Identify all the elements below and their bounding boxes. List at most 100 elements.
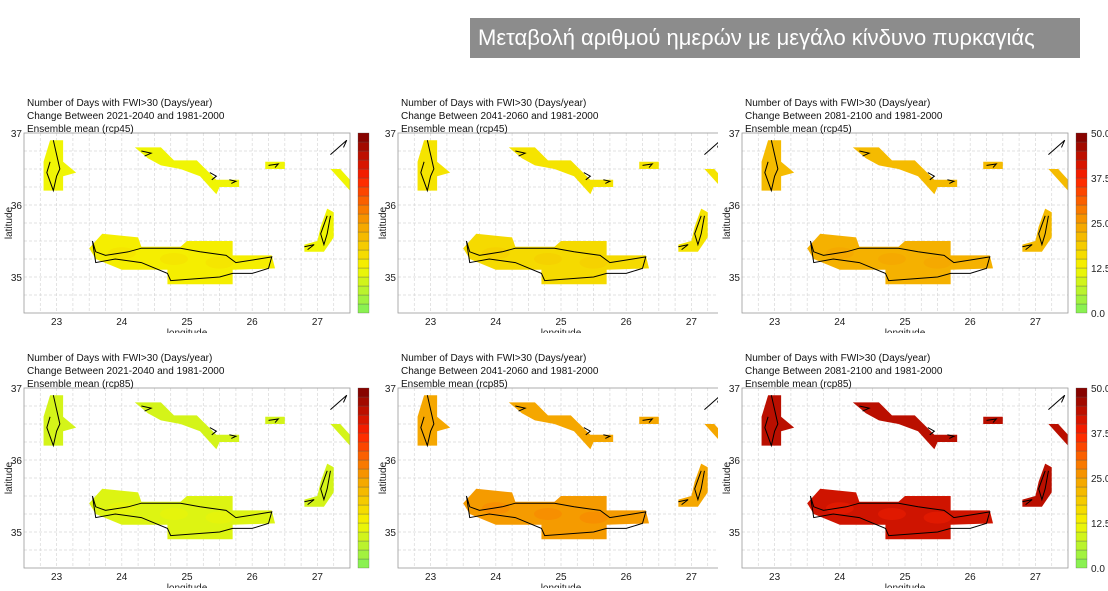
- colorbar-segment: [1075, 231, 1088, 242]
- colorbar-segment: [1075, 513, 1088, 524]
- x-axis-label: longitude: [885, 328, 926, 333]
- colorbar-segment: [357, 450, 370, 461]
- colorbar-segment: [357, 432, 370, 443]
- region-peloponnese-kythira: [417, 140, 451, 191]
- x-tick-label: 26: [965, 572, 977, 583]
- colorbar-segment: [1075, 303, 1088, 314]
- colorbar-segment: [1075, 495, 1088, 506]
- crete-hotspot: [579, 256, 608, 269]
- x-tick-label: 23: [51, 572, 63, 583]
- y-tick-label: 37: [385, 129, 397, 140]
- y-tick-label: 37: [729, 129, 741, 140]
- crete-hotspot: [159, 508, 188, 520]
- x-tick-label: 24: [834, 572, 846, 583]
- panel-title-line2: Change Between 2041-2060 and 1981-2000: [401, 366, 599, 377]
- colorbar-segment: [1075, 558, 1088, 569]
- colorbar-segment: [357, 531, 370, 542]
- colorbar-segment: [357, 396, 370, 407]
- coastline: [809, 240, 991, 282]
- map-plot: 2324252627353637longitudelatitude0.012.5…: [4, 129, 370, 333]
- colorbar-segment: [1075, 276, 1088, 287]
- coastline: [320, 470, 331, 502]
- coastline: [678, 499, 689, 506]
- colorbar-segment: [357, 423, 370, 434]
- coastline: [583, 427, 592, 436]
- map-plot: 2324252627353637longitudelatitude0.012.5…: [722, 129, 1108, 333]
- x-tick-label: 23: [51, 317, 63, 328]
- colorbar-segment: [357, 177, 370, 188]
- colorbar-segment: [357, 132, 370, 143]
- colorbar-segment: [1075, 540, 1088, 551]
- coastline: [809, 495, 991, 537]
- coastline: [764, 140, 779, 193]
- colorbar-segment: [1075, 468, 1088, 479]
- y-tick-label: 36: [385, 456, 397, 467]
- colorbar-segment: [357, 513, 370, 524]
- coastline: [420, 140, 435, 193]
- crete-hotspot: [205, 256, 234, 269]
- coastline: [642, 418, 654, 423]
- colorbar-segment: [357, 195, 370, 206]
- x-tick-label: 23: [425, 572, 437, 583]
- coastline: [1022, 244, 1033, 251]
- coastline: [465, 495, 647, 537]
- colorbar-segment: [1075, 177, 1088, 188]
- coastline: [304, 244, 315, 251]
- colorbar-tick-label: 25.0: [1091, 219, 1108, 230]
- colorbar-segment: [357, 405, 370, 416]
- region-cyclades: [852, 147, 958, 195]
- colorbar-segment: [1075, 258, 1088, 269]
- colorbar-segment: [1075, 396, 1088, 407]
- x-axis-label: longitude: [167, 328, 208, 333]
- coastline: [304, 499, 315, 506]
- panel-title: Number of Days with FWI>30 (Days/year) Ch…: [401, 352, 598, 391]
- region-kos: [330, 424, 350, 446]
- colorbar-tick-label: 0.0: [1091, 564, 1105, 575]
- colorbar-segment: [1075, 504, 1088, 515]
- colorbar-segment: [357, 414, 370, 425]
- colorbar-segment: [1075, 531, 1088, 542]
- colorbar-segment: [1075, 477, 1088, 488]
- coastline: [1038, 215, 1049, 247]
- coastline: [141, 150, 153, 157]
- x-axis-label: longitude: [167, 583, 208, 588]
- map-panel: 2324252627353637longitudelatitude0.012.5…: [374, 95, 744, 333]
- map-plot: 2324252627353637longitudelatitude0.012.5…: [722, 384, 1108, 588]
- coastline: [947, 434, 956, 439]
- colorbar-segment: [1075, 222, 1088, 233]
- colorbar-segment: [357, 387, 370, 398]
- map-plot: 2324252627353637longitudelatitude0.012.5…: [4, 384, 370, 588]
- colorbar-segment: [1075, 249, 1088, 260]
- coastline: [320, 215, 331, 247]
- colorbar-segment: [1075, 285, 1088, 296]
- y-tick-label: 36: [11, 201, 23, 212]
- panel-title: Number of Days with FWI>30 (Days/year) Ch…: [27, 97, 224, 136]
- crete-hotspot: [877, 508, 906, 520]
- coastline: [764, 395, 779, 448]
- x-tick-label: 24: [834, 317, 846, 328]
- panel-title-line2: Change Between 2081-2100 and 1981-2000: [745, 111, 943, 122]
- x-tick-label: 25: [555, 317, 567, 328]
- map-panel: 2324252627353637longitudelatitude0.012.5…: [0, 95, 370, 333]
- coastline: [46, 395, 61, 448]
- panel-title: Number of Days with FWI>30 (Days/year) Ch…: [401, 97, 598, 136]
- colorbar-segment: [357, 186, 370, 197]
- y-axis-label: latitude: [378, 461, 389, 494]
- colorbar-segment: [357, 222, 370, 233]
- region-peloponnese-kythira: [43, 395, 77, 446]
- colorbar-segment: [357, 231, 370, 242]
- coastline: [694, 215, 705, 247]
- colorbar-segment: [1075, 204, 1088, 215]
- colorbar-segment: [357, 285, 370, 296]
- panel-title: Number of Days with FWI>30 (Days/year) Ch…: [27, 352, 224, 391]
- panel-title: Number of Days with FWI>30 (Days/year) Ch…: [745, 352, 942, 391]
- coastline: [603, 179, 612, 184]
- x-tick-label: 23: [769, 572, 781, 583]
- colorbar-segment: [357, 486, 370, 497]
- colorbar-segment: [357, 303, 370, 314]
- y-axis-label: latitude: [4, 206, 15, 239]
- region-cyclades: [508, 402, 614, 450]
- plot-frame: [741, 132, 1069, 314]
- colorbar-segment: [1075, 132, 1088, 143]
- y-tick-label: 35: [385, 528, 397, 539]
